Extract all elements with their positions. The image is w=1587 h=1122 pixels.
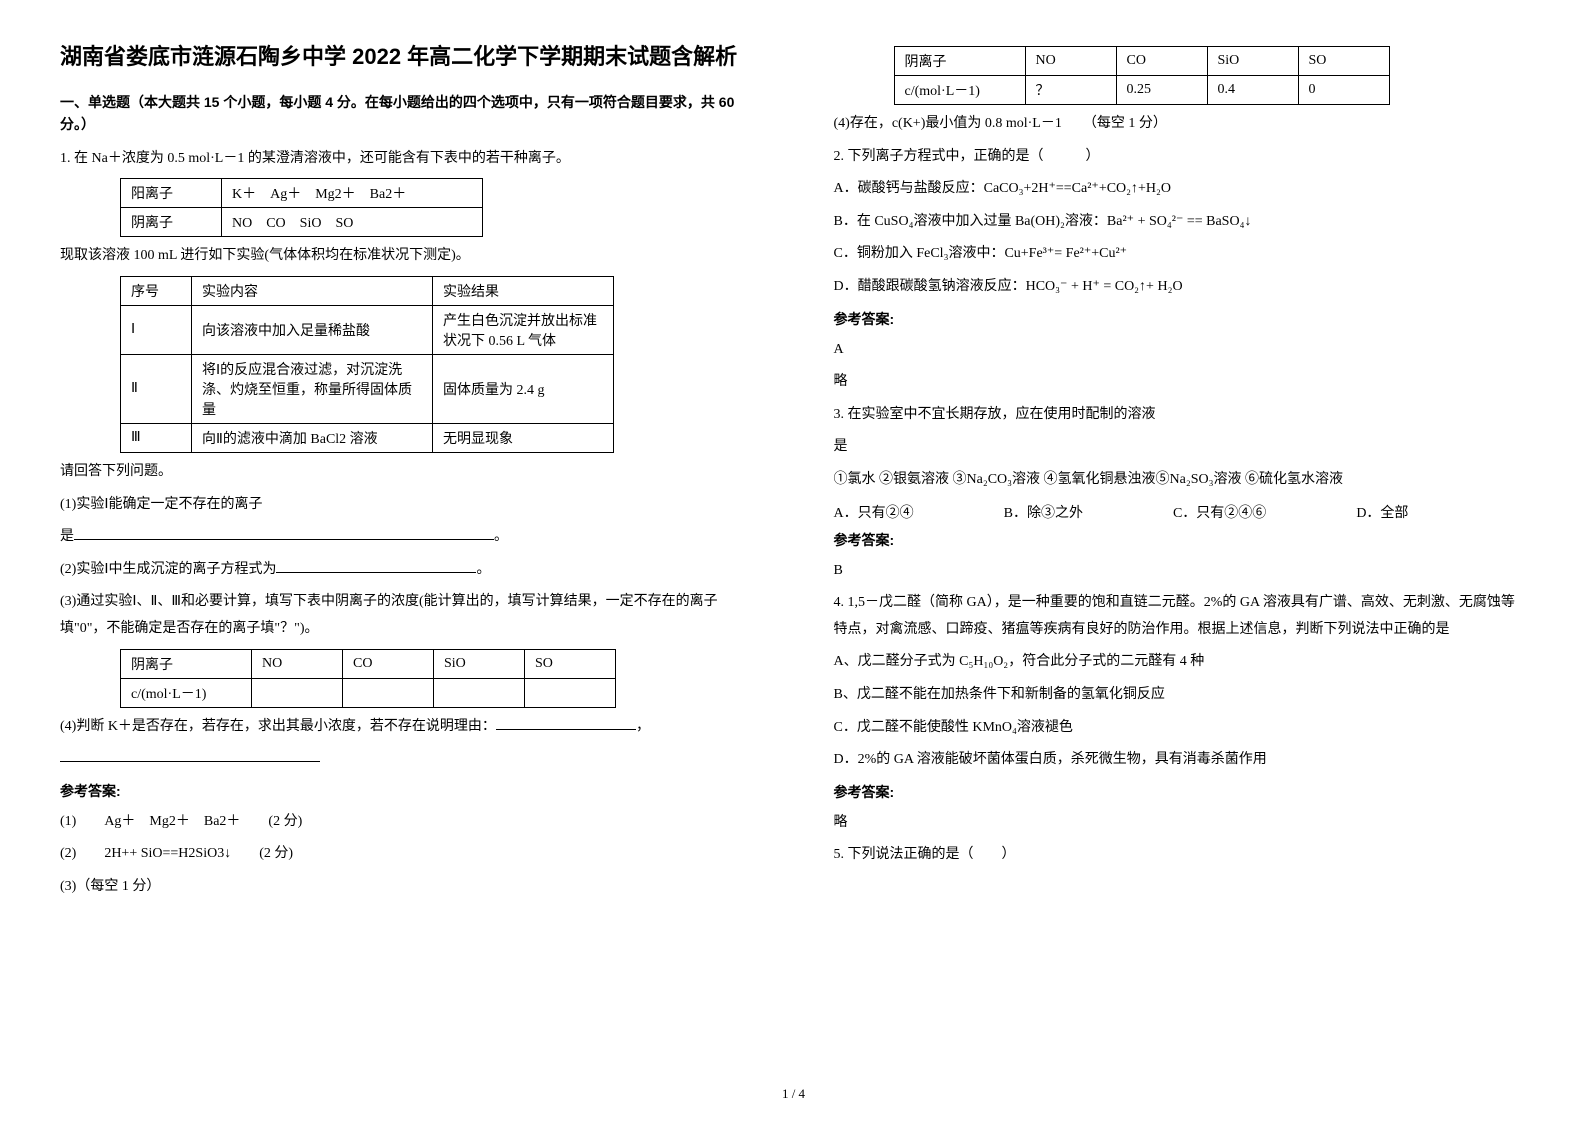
cell: Ⅲ: [121, 423, 192, 452]
q2-opt-c: C．铜粉加入 FeCl₃溶液中：Cu+Fe³⁺= Fe²⁺+Cu²⁺: [834, 241, 1528, 268]
cell: c/(mol·L－1): [121, 678, 252, 707]
blank: [60, 747, 320, 762]
q1-sub4-text: (4)判断 K＋是否存在，若存在，求出其最小浓度，若不存在说明理由：: [60, 719, 496, 734]
q3-items: ①氯水 ②银氨溶液 ③Na₂CO₃溶液 ④氢氧化铜悬浊液⑤Na₂SO₃溶液 ⑥硫…: [834, 467, 1528, 494]
q4-intro: 4. 1,5－戊二醛（简称 GA），是一种重要的饱和直链二元醛。2%的 GA 溶…: [834, 590, 1528, 643]
q4-opt-c: C．戊二醛不能使酸性 KMnO₄溶液褪色: [834, 715, 1528, 742]
cell: SO: [1298, 47, 1389, 76]
q1-sub2: (2)实验Ⅰ中生成沉淀的离子方程式为。: [60, 557, 754, 584]
cell: 0.4: [1207, 76, 1298, 105]
answer-head: 参考答案:: [60, 781, 754, 801]
cell: 0.25: [1116, 76, 1207, 105]
q3-ans: B: [834, 558, 1528, 585]
cell: 阴离子: [894, 47, 1025, 76]
q3-opt-d: D．全部: [1356, 502, 1408, 522]
page-number: 1 / 4: [782, 1086, 805, 1102]
q4-opt-a: A、戊二醛分子式为 C₅H₁₀O₂，符合此分子式的二元醛有 4 种: [834, 649, 1528, 676]
cell: 向Ⅱ的滤液中滴加 BaCl2 溶液: [192, 423, 433, 452]
q3-options: A．只有②④ B．除③之外 C．只有②④⑥ D．全部: [834, 502, 1528, 522]
cell: 序号: [121, 276, 192, 305]
cell: 固体质量为 2.4 g: [433, 354, 614, 423]
cell: [252, 678, 343, 707]
q1-sub3: (3)通过实验Ⅰ、Ⅱ、Ⅲ和必要计算，填写下表中阴离子的浓度(能计算出的，填写计算…: [60, 589, 754, 642]
cell: 阴离子: [121, 649, 252, 678]
cell: 实验结果: [433, 276, 614, 305]
cell: 0: [1298, 76, 1389, 105]
cell: CO: [1116, 47, 1207, 76]
q5-intro: 5. 下列说法正确的是（ ）: [834, 842, 1528, 869]
cell: Ⅰ: [121, 305, 192, 354]
q3-opt-b: B．除③之外: [1004, 502, 1083, 522]
section-1-head: 一、单选题（本大题共 15 个小题，每小题 4 分。在每小题给出的四个选项中，只…: [60, 91, 754, 136]
q4-opt-b: B、戊二醛不能在加热条件下和新制备的氢氧化铜反应: [834, 682, 1528, 709]
cell: SiO: [434, 649, 525, 678]
cell: 无明显现象: [433, 423, 614, 452]
cell: CO: [343, 649, 434, 678]
cell: 阴离子: [121, 208, 222, 237]
cell: [343, 678, 434, 707]
q2-ans: A: [834, 337, 1528, 364]
q2-omit: 略: [834, 369, 1528, 396]
doc-title: 湖南省娄底市涟源石陶乡中学 2022 年高二化学下学期期末试题含解析: [60, 40, 754, 73]
q2-opt-d: D．醋酸跟碳酸氢钠溶液反应：HCO₃⁻ + H⁺ = CO₂↑+ H₂O: [834, 274, 1528, 301]
blank: [496, 715, 636, 730]
cell: c/(mol·L－1): [894, 76, 1025, 105]
q1-intro: 1. 在 Na＋浓度为 0.5 mol·L－1 的某澄清溶液中，还可能含有下表中…: [60, 146, 754, 173]
q1-sub4: (4)判断 K＋是否存在，若存在，求出其最小浓度，若不存在说明理由：，: [60, 714, 754, 741]
answer-head: 参考答案:: [834, 782, 1528, 802]
q1-ion-table: 阳离子 K＋ Ag＋ Mg2＋ Ba2＋ 阴离子 NO CO SiO SO: [120, 178, 483, 237]
q1-sub1a: (1)实验Ⅰ能确定一定不存在的离子: [60, 492, 754, 519]
cell: [525, 678, 616, 707]
q1-ans4: (4)存在，c(K+)最小值为 0.8 mol·L－1 （每空 1 分）: [834, 111, 1528, 138]
q3-opt-c: C．只有②④⑥: [1173, 502, 1266, 522]
q2-opt-b: B．在 CuSO₄溶液中加入过量 Ba(OH)₂溶液：Ba²⁺ + SO₄²⁻ …: [834, 209, 1528, 236]
cell: SiO: [1207, 47, 1298, 76]
blank: [74, 525, 494, 540]
answer-head: 参考答案:: [834, 530, 1528, 550]
cell: SO: [525, 649, 616, 678]
q1-sub4-blank2: [60, 746, 754, 773]
cell: Ⅱ: [121, 354, 192, 423]
q1-experiment-table: 序号 实验内容 实验结果 Ⅰ 向该溶液中加入足量稀盐酸 产生白色沉淀并放出标准状…: [120, 276, 614, 453]
cell: NO CO SiO SO: [222, 208, 483, 237]
q2-opt-a: A．碳酸钙与盐酸反应：CaCO₃+2H⁺==Ca²⁺+CO₂↑+H₂O: [834, 176, 1528, 203]
q4-opt-d: D．2%的 GA 溶液能破坏菌体蛋白质，杀死微生物，具有消毒杀菌作用: [834, 747, 1528, 774]
q2-intro: 2. 下列离子方程式中，正确的是（ ）: [834, 144, 1528, 171]
cell: [434, 678, 525, 707]
q1-ans1: (1) Ag＋ Mg2＋ Ba2＋ (2 分): [60, 809, 754, 836]
q1-ans3: (3)（每空 1 分）: [60, 874, 754, 901]
answer-head: 参考答案:: [834, 309, 1528, 329]
cell: ？: [1025, 76, 1116, 105]
q3-opt-a: A．只有②④: [834, 502, 914, 522]
cell: NO: [252, 649, 343, 678]
q4-ans: 略: [834, 810, 1528, 837]
q1-anion-table: 阴离子 NO CO SiO SO c/(mol·L－1): [120, 649, 616, 708]
cell: NO: [1025, 47, 1116, 76]
blank: [276, 558, 476, 573]
q1-sub1b-text: 是: [60, 529, 74, 544]
q3-intro2: 是: [834, 434, 1528, 461]
q1-please: 请回答下列问题。: [60, 459, 754, 486]
cell: 阳离子: [121, 179, 222, 208]
q1-ans2: (2) 2H++ SiO==H2SiO3↓ (2 分): [60, 841, 754, 868]
q3-intro1: 3. 在实验室中不宜长期存放，应在使用时配制的溶液: [834, 402, 1528, 429]
cell: 产生白色沉淀并放出标准状况下 0.56 L 气体: [433, 305, 614, 354]
q1-line2: 现取该溶液 100 mL 进行如下实验(气体体积均在标准状况下测定)。: [60, 243, 754, 270]
cell: K＋ Ag＋ Mg2＋ Ba2＋: [222, 179, 483, 208]
cell: 向该溶液中加入足量稀盐酸: [192, 305, 433, 354]
cell: 实验内容: [192, 276, 433, 305]
q1-answer-anion-table: 阴离子 NO CO SiO SO c/(mol·L－1) ？ 0.25 0.4 …: [894, 46, 1390, 105]
q1-sub1b: 是。: [60, 524, 754, 551]
cell: 将Ⅰ的反应混合液过滤，对沉淀洗涤、灼烧至恒重，称量所得固体质量: [192, 354, 433, 423]
q1-sub2-text: (2)实验Ⅰ中生成沉淀的离子方程式为: [60, 562, 276, 577]
